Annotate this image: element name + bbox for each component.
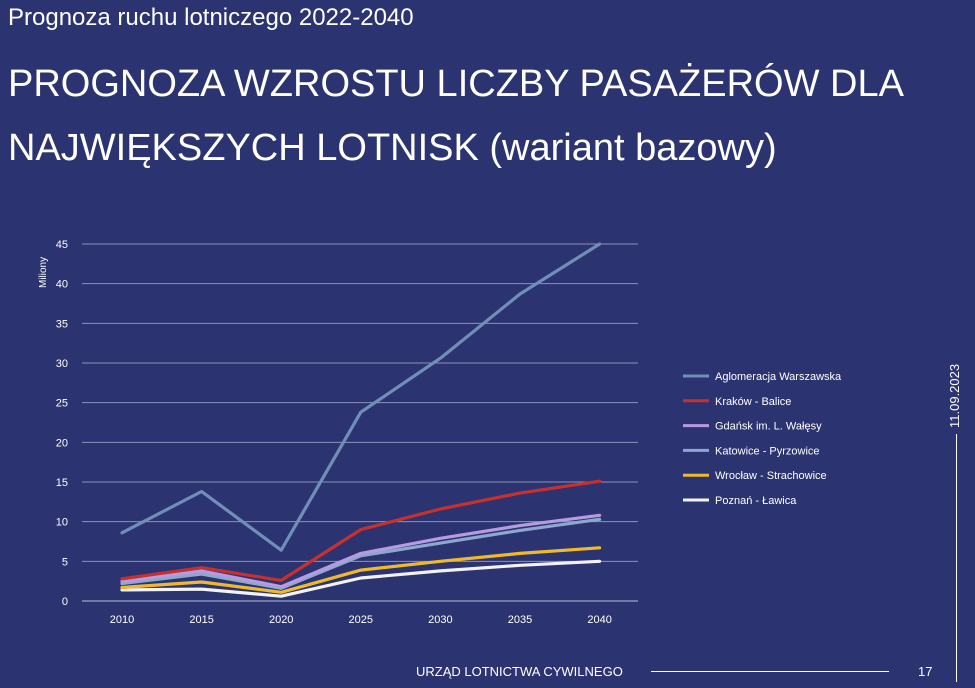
page-number: 17 [918, 664, 933, 679]
chart-grid [82, 243, 638, 602]
legend-label: Katowice - Pyrzowice [715, 445, 820, 457]
x-tick-labels: 2010 2015 2020 2025 2030 2035 2040 [110, 614, 612, 626]
legend-label: Wrocław - Strachowice [715, 470, 827, 482]
y-tick-label: 25 [56, 398, 68, 410]
footer-organization: URZĄD LOTNICTWA CYWILNEGO [416, 664, 623, 679]
y-tick-label: 35 [56, 318, 68, 330]
y-tick-label: 5 [62, 556, 68, 568]
series-lines [120, 242, 602, 598]
legend-label: Kraków - Balice [715, 396, 791, 408]
y-tick-label: 10 [56, 517, 68, 529]
series-line [120, 546, 602, 594]
x-tick-label: 2025 [349, 614, 373, 626]
chart-legend: Aglomeracja Warszawska Kraków - Balice Gda… [683, 371, 842, 507]
y-tick-label: 20 [56, 437, 68, 449]
date-divider-line [956, 434, 957, 682]
y-axis-label: Miliony [38, 257, 49, 288]
slide-subtitle: Prognoza ruchu lotniczego 2022-2040 [8, 4, 414, 31]
x-tick-label: 2040 [587, 614, 611, 626]
y-tick-label: 15 [56, 477, 68, 489]
legend-label: Gdańsk im. L. Wałęsy [715, 421, 822, 433]
slide-date: 11.09.2023 [947, 363, 962, 428]
legend-label: Poznań - Ławica [715, 495, 797, 507]
y-tick-label: 0 [62, 596, 68, 608]
footer-divider-line [651, 671, 889, 672]
slide-title: PROGNOZA WZROSTU LICZBY PASAŻERÓW DLA NA… [8, 63, 902, 169]
y-tick-label: 40 [56, 279, 68, 291]
series-line [120, 242, 602, 552]
y-tick-label: 30 [56, 358, 68, 370]
x-tick-label: 2020 [269, 614, 293, 626]
series-line [120, 559, 602, 598]
series-line [120, 517, 602, 590]
legend-label: Aglomeracja Warszawska [715, 371, 842, 383]
x-tick-label: 2035 [508, 614, 532, 626]
y-tick-label: 45 [56, 239, 68, 251]
y-tick-labels: 0 5 10 15 20 25 30 35 40 45 [56, 239, 68, 608]
series-line [120, 513, 602, 589]
x-tick-label: 2030 [428, 614, 452, 626]
series-line [120, 479, 602, 583]
x-tick-label: 2010 [110, 614, 134, 626]
x-tick-label: 2015 [189, 614, 213, 626]
